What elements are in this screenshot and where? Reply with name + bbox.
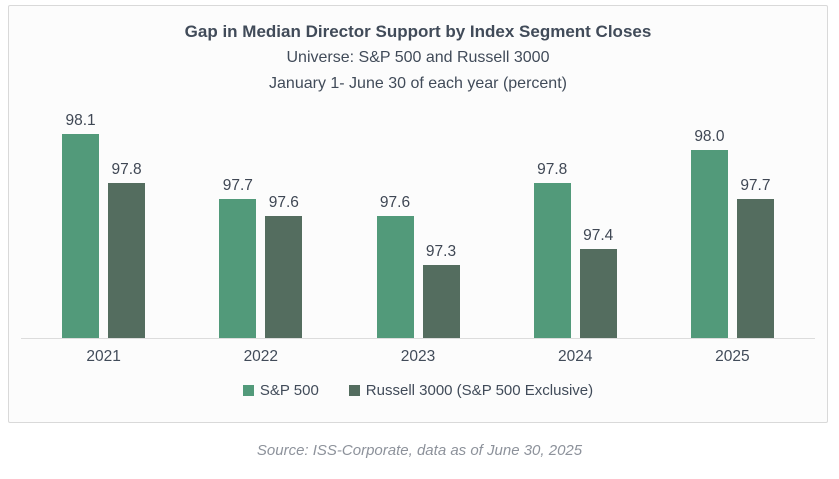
chart-card: Gap in Median Director Support by Index … <box>8 5 828 423</box>
value-label-russell3000-2023: 97.3 <box>425 243 457 261</box>
bar-sp500-2021 <box>62 133 100 339</box>
x-label-2023: 2023 <box>400 348 436 365</box>
value-label-sp500-2023: 97.6 <box>379 193 411 211</box>
value-label-sp500-2024: 97.8 <box>537 161 568 179</box>
plot-area: 98.1 97.8 97.7 97.6 97.6 97.3 97.8 97.4 98.0 97.7 <box>21 101 815 339</box>
bar-russell3000-2022 <box>265 215 303 339</box>
bar-col-russell3000-2025: 97.7 <box>736 101 774 339</box>
value-label-russell3000-2024: 97.4 <box>583 226 614 244</box>
value-label-sp500-2025: 98.0 <box>694 128 725 146</box>
value-label-sp500-2022: 97.7 <box>222 177 253 195</box>
legend-item-sp500: S&P 500 <box>242 382 319 399</box>
bar-sp500-2023 <box>376 215 414 339</box>
source-note: Source: ISS-Corporate, data as of June 3… <box>256 442 583 459</box>
legend-item-russell3000: Russell 3000 (S&P 500 Exclusive) <box>348 382 594 399</box>
chart-header: Gap in Median Director Support by Index … <box>9 6 827 97</box>
bar-group-2025: 98.0 97.7 <box>654 101 811 339</box>
chart-title: Gap in Median Director Support by Index … <box>184 22 652 41</box>
bar-group-2023: 97.6 97.3 <box>339 101 496 339</box>
bar-col-russell3000-2024: 97.4 <box>579 101 617 339</box>
x-label-2024: 2024 <box>557 348 593 365</box>
value-label-russell3000-2022: 97.6 <box>268 193 299 211</box>
bar-col-sp500-2025: 98.0 <box>690 101 728 339</box>
bar-russell3000-2024 <box>579 248 617 339</box>
x-axis-labels: 2021 2022 2023 2024 2025 <box>25 339 811 366</box>
legend-swatch-sp500 <box>242 385 254 396</box>
chart-subtitle-universe: Universe: S&P 500 and Russell 3000 <box>286 49 550 66</box>
bar-sp500-2025 <box>690 150 728 339</box>
value-label-russell3000-2025: 97.7 <box>740 177 771 195</box>
bar-col-sp500-2024: 97.8 <box>533 101 571 339</box>
bar-sp500-2024 <box>533 183 571 339</box>
bar-russell3000-2023 <box>422 265 460 339</box>
bar-group-2021: 98.1 97.8 <box>25 101 182 339</box>
legend: S&P 500 Russell 3000 (S&P 500 Exclusive) <box>9 382 827 399</box>
bar-russell3000-2021 <box>108 183 146 339</box>
x-label-2021: 2021 <box>86 348 121 365</box>
x-axis-line <box>21 338 815 339</box>
bar-col-sp500-2021: 98.1 <box>62 101 100 339</box>
legend-swatch-russell3000 <box>348 385 360 396</box>
value-label-sp500-2021: 98.1 <box>65 111 96 129</box>
bar-group-2024: 97.8 97.4 <box>497 101 654 339</box>
bar-col-sp500-2023: 97.6 <box>376 101 414 339</box>
x-label-2022: 2022 <box>243 348 279 365</box>
bar-group-2022: 97.7 97.6 <box>182 101 339 339</box>
bar-col-russell3000-2023: 97.3 <box>422 101 460 339</box>
bar-sp500-2022 <box>219 199 257 339</box>
chart-subtitle-period: January 1- June 30 of each year (percent… <box>269 75 567 92</box>
x-label-2025: 2025 <box>715 348 750 365</box>
legend-label-sp500: S&P 500 <box>259 382 319 399</box>
legend-label-russell3000: Russell 3000 (S&P 500 Exclusive) <box>365 382 594 399</box>
bar-russell3000-2025 <box>736 199 774 339</box>
bar-col-sp500-2022: 97.7 <box>219 101 257 339</box>
bar-col-russell3000-2022: 97.6 <box>265 101 303 339</box>
bar-col-russell3000-2021: 97.8 <box>108 101 146 339</box>
value-label-russell3000-2021: 97.8 <box>111 161 142 179</box>
